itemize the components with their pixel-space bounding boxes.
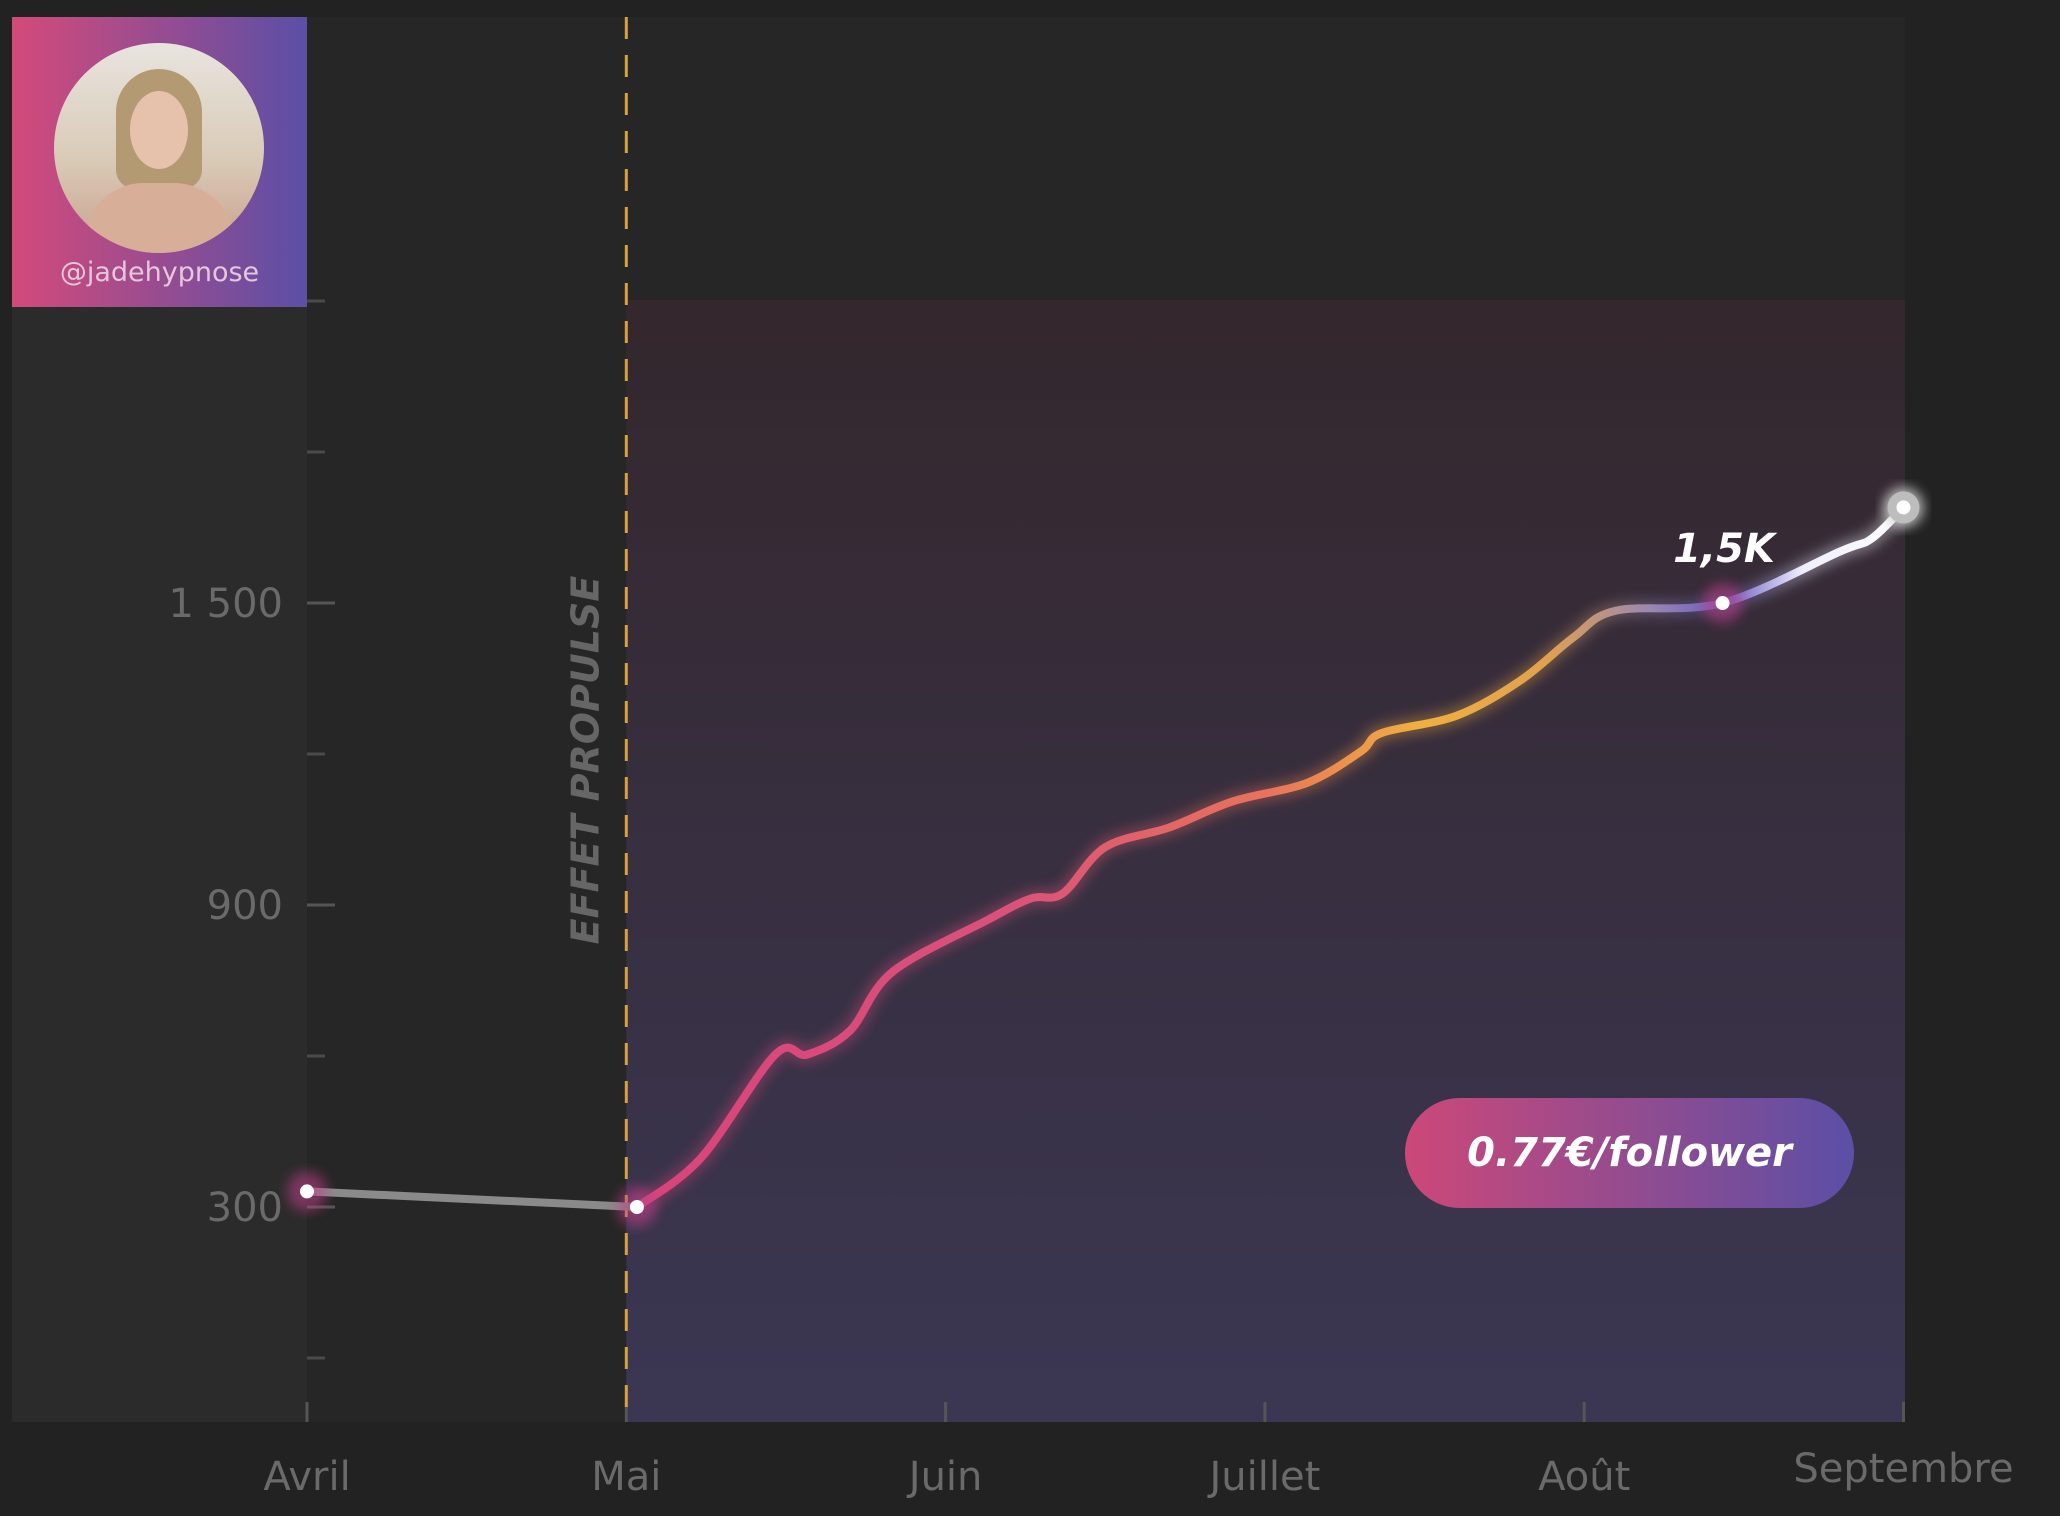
y-tick-label: 300 bbox=[207, 1185, 283, 1231]
x-tick-label: Avril bbox=[263, 1454, 350, 1500]
cost-per-follower-badge: 0.77€/follower bbox=[1405, 1098, 1854, 1208]
series-line-before bbox=[303, 1187, 641, 1211]
cost-per-follower-text: 0.77€/follower bbox=[1467, 1130, 1792, 1176]
x-tick-label: Juillet bbox=[1207, 1454, 1321, 1500]
x-tick-label: Septembre bbox=[1793, 1446, 2013, 1492]
propulse-period-area bbox=[626, 300, 1905, 1422]
data-point bbox=[1896, 500, 1911, 515]
propulse-label: EFFET PROPULSE bbox=[563, 576, 607, 945]
x-tick-label: Mai bbox=[591, 1454, 661, 1500]
milestone-label: 1,5K bbox=[1673, 526, 1778, 572]
profile-card: @jadehypnose bbox=[12, 17, 307, 307]
data-point bbox=[629, 1200, 644, 1214]
data-point bbox=[1715, 596, 1730, 611]
x-tick-label: Août bbox=[1538, 1454, 1630, 1500]
profile-handle: @jadehypnose bbox=[59, 257, 260, 288]
axis-panel bbox=[12, 307, 307, 1422]
data-point bbox=[300, 1184, 314, 1199]
avatar bbox=[54, 43, 264, 253]
y-tick-label: 1 500 bbox=[168, 581, 283, 627]
x-tick-label: Juin bbox=[906, 1454, 983, 1500]
y-tick-label: 900 bbox=[207, 883, 283, 929]
series-line bbox=[632, 503, 1908, 1211]
